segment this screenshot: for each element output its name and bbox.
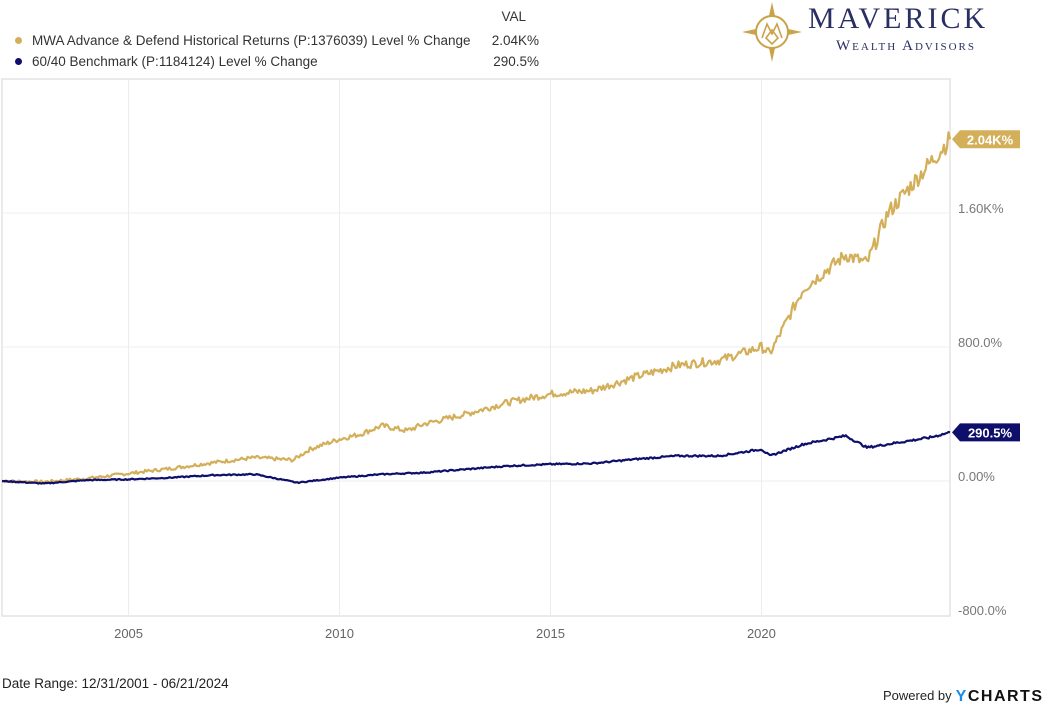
maverick-logo: MAVERICK Wealth Advisors — [740, 2, 1040, 62]
ycharts-logo: YCHARTS — [955, 688, 1044, 705]
legend-dot-icon — [15, 37, 22, 44]
line-chart: -800.0% 0.00% 800.0% 1.60K% 2005 2010 2015 2020… — [1, 78, 1020, 641]
legend-label: MWA Advance & Defend Historical Returns … — [32, 33, 471, 48]
legend-label: 60/40 Benchmark (P:1184124) Level % Chan… — [32, 54, 318, 69]
legend-val-header: VAL — [501, 9, 526, 24]
end-label-value: 290.5% — [968, 425, 1013, 440]
compass-icon — [742, 2, 802, 62]
y-tick-label: 1.60K% — [958, 201, 1004, 216]
series-line-benchmark — [1, 430, 951, 485]
powered-by-ycharts[interactable]: Powered by YCHARTS — [883, 688, 1044, 706]
chart-legend: VAL MWA Advance & Defend Historical Retu… — [0, 0, 540, 75]
date-range: Date Range: 12/31/2001 - 06/21/2024 — [2, 676, 229, 691]
legend-item-benchmark[interactable]: 60/40 Benchmark (P:1184124) Level % Chan… — [15, 54, 539, 69]
y-tick-label: -800.0% — [958, 603, 1007, 618]
end-label-flag — [952, 423, 1020, 442]
powered-by-text: Powered by — [883, 688, 952, 703]
legend-value: 290.5% — [493, 54, 539, 69]
legend-value: 2.04K% — [491, 33, 539, 48]
y-tick-label: 0.00% — [958, 469, 995, 484]
logo-brand-text: MAVERICK — [808, 2, 989, 35]
logo-sub-text: Wealth Advisors — [836, 38, 977, 54]
x-tick-label: 2005 — [114, 626, 143, 641]
legend-dot-icon — [15, 58, 22, 65]
x-tick-label: 2020 — [747, 626, 776, 641]
y-tick-label: 800.0% — [958, 335, 1003, 350]
legend-item-mwa[interactable]: MWA Advance & Defend Historical Returns … — [15, 33, 539, 48]
x-tick-label: 2010 — [325, 626, 354, 641]
x-tick-label: 2015 — [536, 626, 565, 641]
series-line-mwa — [1, 131, 952, 484]
end-label-value: 2.04K% — [967, 132, 1014, 147]
end-label-flag — [952, 130, 1020, 149]
